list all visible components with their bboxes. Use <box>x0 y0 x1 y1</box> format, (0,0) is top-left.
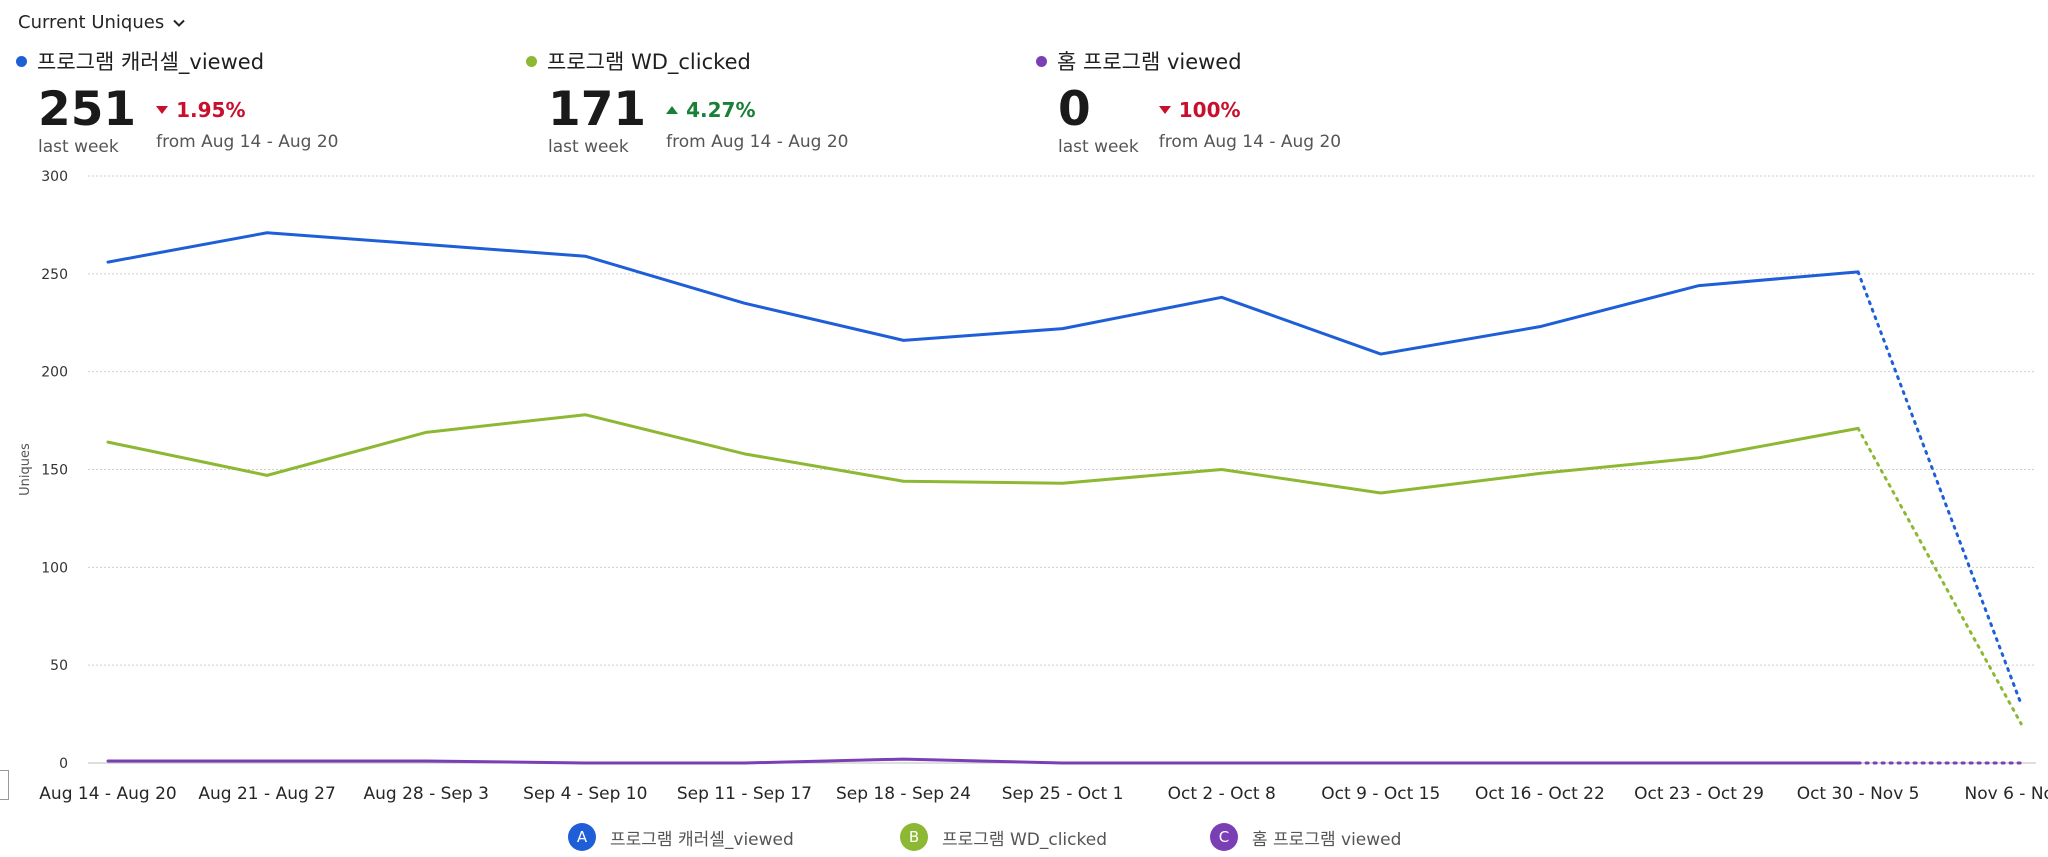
x-tick-label: Aug 21 - Aug 27 <box>198 784 335 804</box>
kpi-comparison: from Aug 14 - Aug 20 <box>156 132 339 152</box>
kpi-value: 171 <box>548 82 647 137</box>
legend-item-a[interactable]: A 프로그램 캐러셀_viewed <box>568 823 794 851</box>
scroll-handle[interactable] <box>0 770 9 800</box>
kpi-block-b: 프로그램 WD_clicked 171 last week 4.27% from… <box>526 46 848 157</box>
kpi-delta-value: 1.95% <box>176 98 246 122</box>
y-tick-label: 50 <box>50 658 68 674</box>
arrow-down-icon <box>1158 106 1171 114</box>
chart-legend: A 프로그램 캐러셀_viewed B 프로그램 WD_clicked C 홈 … <box>0 823 2048 853</box>
series-line-c <box>106 757 1860 765</box>
kpi-name: 프로그램 캐러셀_viewed <box>37 50 265 74</box>
x-tick-label: Sep 11 - Sep 17 <box>677 784 812 804</box>
series-dot-icon <box>1036 55 1047 67</box>
kpi-delta: 100% <box>1158 98 1341 122</box>
metric-dropdown[interactable]: Current Uniques <box>18 12 186 33</box>
legend-label: 프로그램 WD_clicked <box>942 829 1107 850</box>
y-tick-label: 250 <box>41 267 68 283</box>
x-tick-label: Oct 23 - Oct 29 <box>1634 784 1764 804</box>
series-projection-b <box>1856 426 2023 726</box>
legend-label: 프로그램 캐러셀_viewed <box>610 829 794 850</box>
y-axis-title: Uniques <box>18 443 33 496</box>
series-line-b <box>106 413 1860 495</box>
kpi-name: 홈 프로그램 viewed <box>1057 50 1242 74</box>
legend-badge: C <box>1210 823 1238 851</box>
legend-badge: A <box>568 823 596 851</box>
y-tick-label: 150 <box>41 463 68 479</box>
x-tick-label: Oct 9 - Oct 15 <box>1321 784 1440 804</box>
x-tick-label: Aug 28 - Sep 3 <box>363 784 488 804</box>
y-tick-label: 300 <box>41 169 68 185</box>
x-tick-label: Nov 6 - No... <box>1965 784 2048 804</box>
kpi-value: 0 <box>1058 82 1091 137</box>
x-tick-label: Sep 18 - Sep 24 <box>836 784 971 804</box>
legend-item-c[interactable]: C 홈 프로그램 viewed <box>1210 823 1401 851</box>
series-dot-icon <box>16 55 27 67</box>
kpi-block-c: 홈 프로그램 viewed 0 last week 100% from Aug … <box>1036 46 1341 157</box>
y-tick-label: 200 <box>41 365 68 381</box>
series-line-a <box>106 231 1860 356</box>
kpi-delta: 4.27% <box>666 98 848 122</box>
x-tick-label: Oct 2 - Oct 8 <box>1168 784 1276 804</box>
legend-label: 홈 프로그램 viewed <box>1252 829 1402 850</box>
legend-badge: B <box>900 823 928 851</box>
kpi-block-a: 프로그램 캐러셀_viewed 251 last week 1.95% from… <box>16 46 338 157</box>
x-tick-label: Sep 25 - Oct 1 <box>1002 784 1124 804</box>
y-tick-label: 100 <box>41 560 68 576</box>
arrow-down-icon <box>156 106 169 114</box>
metric-dropdown-label: Current Uniques <box>18 12 165 33</box>
series-projection-a <box>1856 270 2023 706</box>
y-tick-label: 0 <box>59 756 68 772</box>
legend-item-b[interactable]: B 프로그램 WD_clicked <box>900 823 1107 851</box>
kpi-value: 251 <box>38 82 137 137</box>
series-dot-icon <box>526 55 537 67</box>
kpi-delta: 1.95% <box>156 98 338 122</box>
x-tick-label: Oct 16 - Oct 22 <box>1475 784 1605 804</box>
line-chart: 0 50 100 150 200 250 300 Uniques Aug 14 - Aug 20… <box>18 169 2048 804</box>
kpi-period: last week <box>1058 137 1139 157</box>
kpi-period: last week <box>38 137 119 157</box>
kpi-name: 프로그램 WD_clicked <box>547 50 751 74</box>
kpi-comparison: from Aug 14 - Aug 20 <box>1158 132 1342 152</box>
kpi-delta-value: 100% <box>1178 98 1241 122</box>
x-tick-label: Sep 4 - Sep 10 <box>523 784 647 804</box>
arrow-up-icon <box>666 106 679 114</box>
x-tick-label: Oct 30 - Nov 5 <box>1797 784 1920 804</box>
x-tick-label: Aug 14 - Aug 20 <box>39 784 176 804</box>
kpi-comparison: from Aug 14 - Aug 20 <box>666 132 849 152</box>
chevron-down-icon <box>173 19 185 27</box>
kpi-delta-value: 4.27% <box>686 98 756 122</box>
kpi-period: last week <box>548 137 629 157</box>
